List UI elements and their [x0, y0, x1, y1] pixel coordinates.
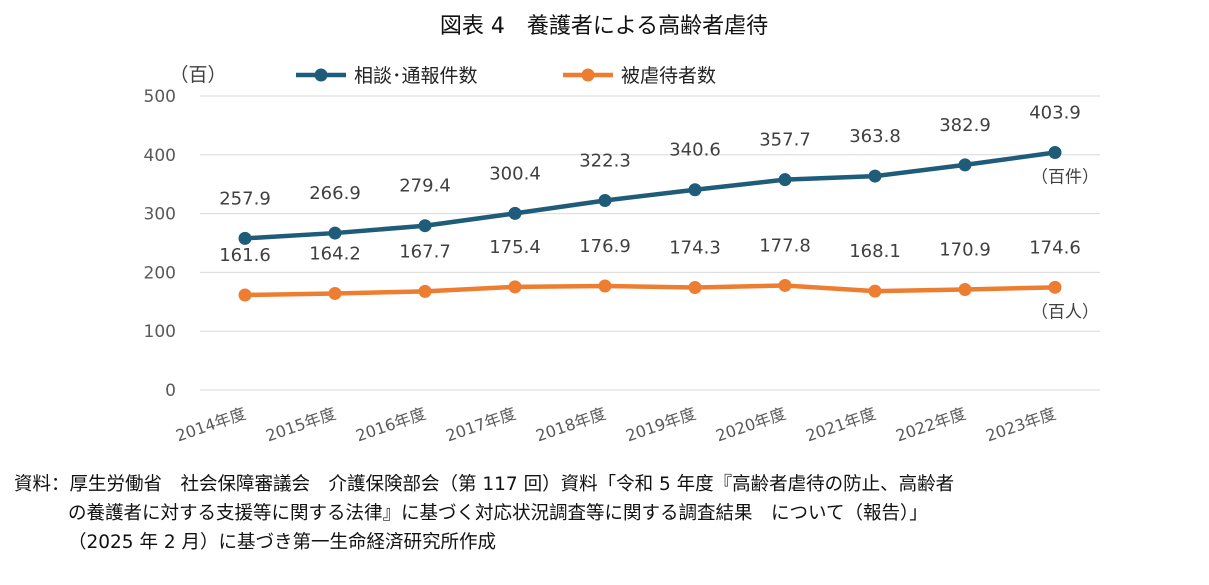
data-label: 363.8 [849, 126, 901, 147]
data-point [868, 284, 882, 298]
data-point [958, 283, 972, 297]
y-tick-label: 100 [144, 322, 176, 342]
source-line-2: の養護者に対する支援等に関する法律』に基づく対応状況調査等に関する調査結果 につ… [68, 503, 928, 524]
x-tick-label: 2022年度 [893, 404, 968, 446]
data-label: 170.9 [939, 240, 991, 261]
data-label: 168.1 [849, 241, 901, 262]
data-point [688, 183, 702, 197]
data-label: 161.6 [219, 245, 271, 266]
data-point [418, 219, 432, 233]
legend-label-victims: 被虐待者数 [621, 65, 716, 87]
line-chart: 図表 4 養護者による高齢者虐待 （百） 相談･通報件数 被虐待者数 0 100 2… [144, 14, 1100, 446]
data-point [328, 226, 342, 240]
data-label: 266.9 [309, 183, 361, 204]
data-label: 300.4 [489, 163, 541, 184]
data-point [598, 193, 612, 207]
data-label: 174.3 [669, 238, 721, 259]
data-label: 279.4 [399, 176, 451, 197]
data-point [958, 158, 972, 172]
data-label: 382.9 [939, 115, 991, 136]
series-unit-label: （百人） [1031, 302, 1099, 322]
data-label: 175.4 [489, 237, 541, 258]
source-line-1: 資料：厚生労働省 社会保障審議会 介護保険部会（第 117 回）資料「令和 5 … [14, 474, 955, 495]
gridlines [200, 95, 1100, 391]
y-axis-unit-label: （百） [169, 64, 226, 86]
series-unit-labels: （百件） （百人） [1031, 168, 1099, 323]
data-label: 174.6 [1029, 237, 1081, 258]
data-label: 177.8 [759, 235, 811, 256]
legend-item-victims: 被虐待者数 [563, 65, 716, 87]
data-point [1048, 146, 1062, 160]
data-label: 403.9 [1029, 103, 1081, 124]
y-axis-ticks: 0 100 200 300 400 500 [144, 87, 176, 401]
x-tick-label: 2015年度 [263, 404, 338, 446]
x-tick-label: 2017年度 [443, 404, 518, 446]
y-tick-label: 200 [144, 263, 176, 283]
data-point [508, 206, 522, 220]
x-tick-label: 2020年度 [713, 404, 788, 446]
y-tick-label: 0 [165, 381, 176, 401]
data-point [238, 231, 252, 245]
series-line-0 [242, 150, 1058, 241]
data-point [598, 279, 612, 293]
data-label: 340.6 [669, 140, 721, 161]
data-point [688, 281, 702, 295]
data-point [868, 169, 882, 183]
series-lines [242, 150, 1058, 298]
x-tick-label: 2023年度 [983, 404, 1058, 446]
data-label: 167.7 [399, 241, 451, 262]
legend-marker-consultations [314, 68, 328, 82]
data-label: 176.9 [579, 236, 631, 257]
series-line-1 [242, 283, 1058, 298]
data-point [328, 286, 342, 300]
data-label: 357.7 [759, 130, 811, 151]
legend-marker-victims [581, 68, 595, 82]
y-tick-label: 400 [144, 146, 176, 166]
source-note: 資料：厚生労働省 社会保障審議会 介護保険部会（第 117 回）資料「令和 5 … [14, 470, 1199, 557]
legend-item-consultations: 相談･通報件数 [296, 65, 478, 87]
data-point [778, 173, 792, 187]
x-tick-label: 2019年度 [623, 404, 698, 446]
data-point [778, 278, 792, 292]
x-tick-label: 2018年度 [533, 404, 608, 446]
legend-label-consultations: 相談･通報件数 [354, 65, 478, 87]
x-axis-ticks: 2014年度 2015年度 2016年度 2017年度 2018年度 2019年度 2020… [173, 404, 1058, 446]
x-tick-label: 2021年度 [803, 404, 878, 446]
data-point [508, 280, 522, 294]
data-point [1048, 280, 1062, 294]
legend: 相談･通報件数 被虐待者数 [296, 65, 716, 87]
data-point [418, 284, 432, 298]
data-point [238, 288, 252, 302]
data-labels: 257.9 266.9 279.4 300.4 322.3 340.6 357.7 363.8… [219, 103, 1081, 266]
source-line-3: （2025 年 2 月）に基づき第一生命経済研究所作成 [68, 532, 496, 553]
y-tick-label: 500 [144, 87, 176, 107]
chart-title: 図表 4 養護者による高齢者虐待 [440, 14, 768, 39]
data-label: 257.9 [219, 188, 271, 209]
x-tick-label: 2014年度 [173, 404, 248, 446]
series-unit-label: （百件） [1031, 168, 1099, 188]
x-tick-label: 2016年度 [353, 404, 428, 446]
data-label: 322.3 [579, 150, 631, 171]
y-tick-label: 300 [144, 205, 176, 225]
data-label: 164.2 [309, 243, 361, 264]
series-points [238, 146, 1062, 302]
